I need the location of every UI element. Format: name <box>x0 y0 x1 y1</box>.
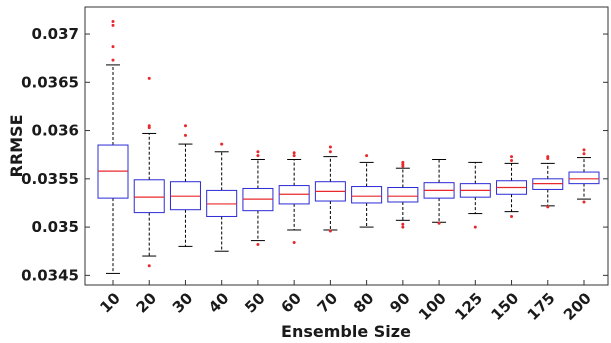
x-tick-label: 90 <box>386 289 413 316</box>
outlier-point <box>147 264 151 268</box>
x-axis-ticks: 10 20 30 40 50 60 70 80 90 100 125 150 175 200 <box>96 280 595 324</box>
outlier-point <box>473 225 477 229</box>
outlier-point <box>401 164 405 168</box>
y-tick-label: 0.0355 <box>21 170 79 188</box>
box-30 <box>169 124 201 247</box>
box-10 <box>97 19 129 274</box>
y-tick-label: 0.0345 <box>21 266 79 284</box>
x-tick-label: 20 <box>133 289 160 316</box>
box-175 <box>532 155 564 209</box>
x-tick-label: 70 <box>314 289 341 316</box>
outlier-point <box>510 158 514 162</box>
box-150 <box>496 155 528 218</box>
outlier-point <box>510 155 514 159</box>
outlier-point <box>328 150 332 154</box>
box-60 <box>278 151 310 245</box>
outlier-point <box>582 148 586 152</box>
outlier-point <box>437 221 441 225</box>
y-axis-ticks: 0.0345 0.035 0.0355 0.036 0.0365 0.037 <box>21 25 608 284</box>
box-200 <box>568 148 600 204</box>
outlier-point <box>546 205 550 209</box>
iqr-box <box>387 187 419 203</box>
iqr-box <box>351 186 383 204</box>
outlier-point <box>183 133 187 137</box>
box-40 <box>206 142 238 252</box>
outlier-point <box>111 58 115 62</box>
x-tick-label: 175 <box>524 289 559 324</box>
outlier-point <box>292 154 296 158</box>
x-tick-label: 100 <box>415 289 450 324</box>
iqr-box <box>133 179 165 214</box>
y-tick-label: 0.0365 <box>21 73 79 91</box>
box-70 <box>314 145 346 233</box>
box-80 <box>351 154 383 228</box>
outlier-point <box>256 154 260 158</box>
box-marks <box>97 19 600 274</box>
x-tick-label: 150 <box>487 289 522 324</box>
outlier-point <box>147 76 151 80</box>
x-axis-label: Ensemble Size <box>281 322 411 341</box>
outlier-point <box>292 241 296 245</box>
iqr-box <box>568 171 600 185</box>
outlier-point <box>328 145 332 149</box>
outlier-point <box>582 200 586 204</box>
y-axis-label: RRMSE <box>7 114 26 177</box>
outlier-point <box>111 23 115 27</box>
box-20 <box>133 76 165 268</box>
outlier-point <box>365 154 369 158</box>
x-tick-label: 60 <box>277 289 304 316</box>
x-tick-label: 80 <box>350 289 377 316</box>
outlier-point <box>256 150 260 154</box>
x-tick-label: 40 <box>205 289 232 316</box>
outlier-point <box>510 214 514 218</box>
outlier-point <box>292 151 296 155</box>
box-90 <box>387 160 419 229</box>
y-tick-label: 0.035 <box>32 218 79 236</box>
outlier-point <box>401 225 405 229</box>
outlier-point <box>401 222 405 226</box>
x-tick-label: 125 <box>451 289 486 324</box>
y-tick-label: 0.037 <box>32 25 79 43</box>
outlier-point <box>220 142 224 146</box>
x-tick-label: 200 <box>560 289 595 324</box>
outlier-point <box>256 242 260 246</box>
outlier-point <box>183 124 187 128</box>
box-100 <box>423 159 455 225</box>
x-tick-label: 30 <box>169 289 196 316</box>
outlier-point <box>546 157 550 161</box>
x-tick-label: 50 <box>241 289 268 316</box>
box-125 <box>459 161 491 229</box>
x-tick-label: 10 <box>96 289 123 316</box>
plot-area <box>84 6 609 286</box>
y-tick-label: 0.036 <box>32 122 79 140</box>
box-50 <box>242 150 274 246</box>
outlier-point <box>111 19 115 23</box>
outlier-point <box>328 229 332 233</box>
outlier-point <box>111 45 115 49</box>
outlier-point <box>582 152 586 156</box>
outlier-point <box>147 126 151 130</box>
